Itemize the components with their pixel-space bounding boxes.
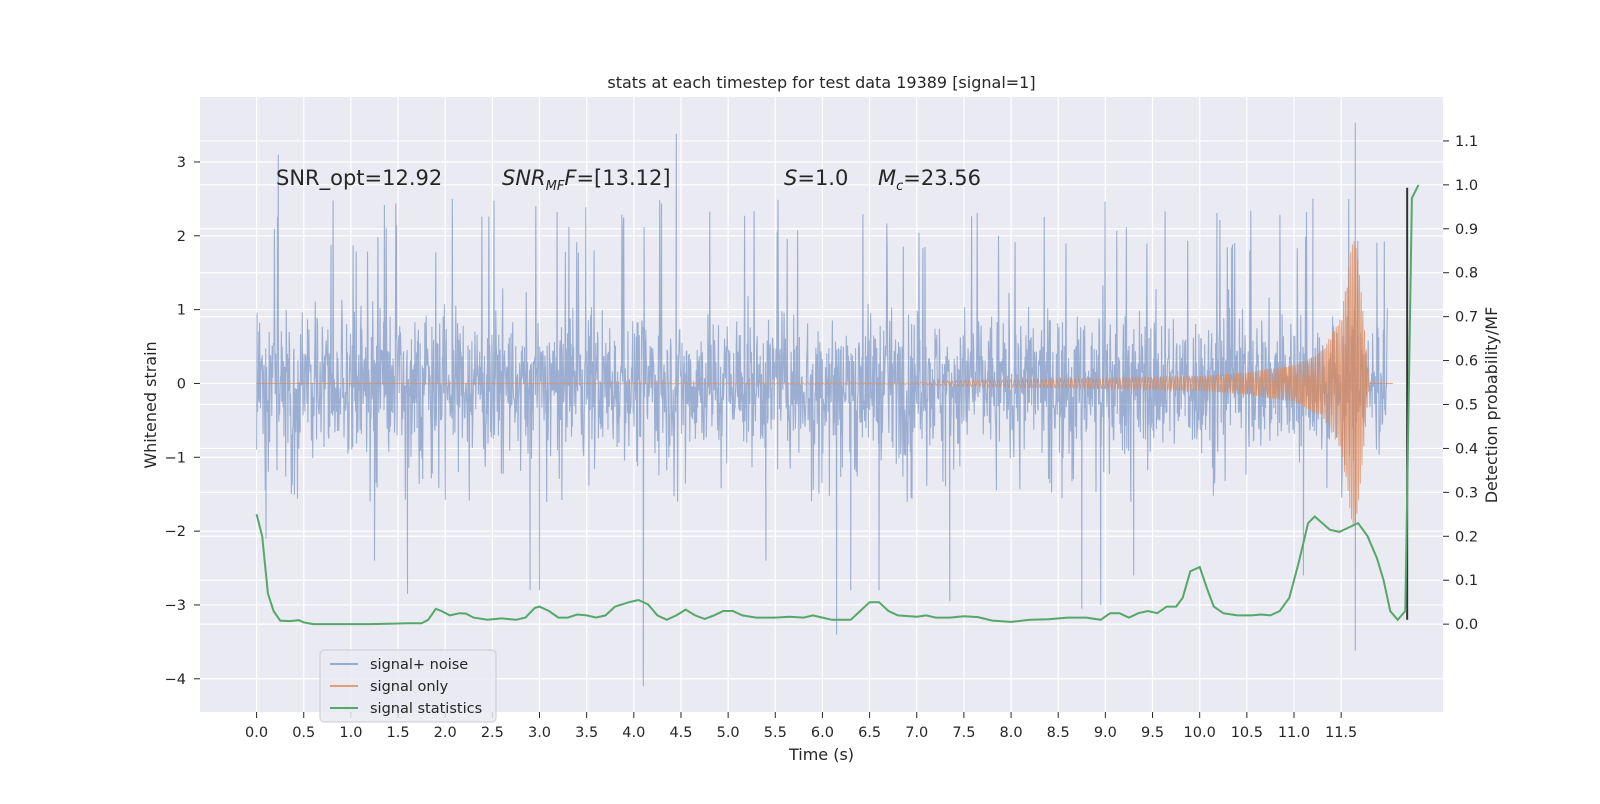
x-tick-label: 6.5 — [858, 725, 881, 741]
y-right-tick-label: 0.0 — [1455, 617, 1478, 633]
y-right-tick-label: 0.5 — [1455, 398, 1478, 414]
x-tick-label: 7.5 — [952, 725, 975, 741]
annotation-mc-value: =23.56 — [903, 166, 981, 190]
y-tick-label: 1 — [177, 303, 186, 319]
chart-title: stats at each timestep for test data 193… — [607, 73, 1035, 92]
annotation-s: S=1.0 — [784, 166, 848, 190]
x-axis-label: Time (s) — [788, 745, 854, 764]
annotation-mc-symbol: M — [878, 166, 896, 190]
y-tick-label: 3 — [177, 155, 186, 171]
y-right-tick-label: 1.1 — [1455, 134, 1478, 150]
annotation-snr-mf-subscript: MF — [546, 179, 565, 194]
annotation-s-value: =1.0 — [797, 166, 848, 190]
legend-label-signal-noise: signal+ noise — [370, 657, 468, 673]
legend-label-signal-statistics: signal statistics — [370, 701, 482, 717]
x-tick-label: 5.0 — [717, 725, 740, 741]
y-tick-label: −3 — [165, 598, 186, 614]
legend-label-signal-only: signal only — [370, 679, 449, 695]
x-tick-label: 1.5 — [387, 725, 410, 741]
annotation-snr-mf: SNRMFF=[13.12] — [502, 166, 671, 194]
annotation-mc: Mc=23.56 — [878, 166, 981, 194]
annotation-snr-mf-f: F — [564, 166, 577, 190]
series-signal-statistics — [255, 184, 1420, 626]
y-right-tick-label: 0.1 — [1455, 573, 1478, 589]
x-tick-label: 6.0 — [811, 725, 834, 741]
annotation-mc-subscript: c — [896, 179, 903, 194]
series-signal-noise — [256, 122, 1388, 687]
x-tick-label: 0.5 — [292, 725, 315, 741]
legend: signal+ noise signal only signal statist… — [319, 649, 497, 723]
annotation-s-symbol: S — [784, 166, 797, 190]
plot-area — [255, 122, 1420, 687]
x-tick-label: 1.0 — [339, 725, 362, 741]
y-right-tick-label: 0.3 — [1455, 485, 1478, 501]
x-tick-label: 8.5 — [1047, 725, 1070, 741]
y-right-tick-label: 0.4 — [1455, 441, 1478, 457]
x-tick-label: 4.0 — [622, 725, 645, 741]
axes-ticks: 0.0 0.5 1.0 1.5 2.0 2.5 3.0 3.5 4.0 4.5 5.0 5.5 6.0 6… — [165, 134, 1478, 741]
y-right-tick-label: 0.7 — [1455, 310, 1478, 326]
y-tick-label: 2 — [177, 229, 186, 245]
x-tick-label: 2.5 — [481, 725, 504, 741]
y-right-tick-label: 1.0 — [1455, 178, 1478, 194]
y-right-tick-label: 0.9 — [1455, 222, 1478, 238]
x-tick-label: 7.0 — [905, 725, 928, 741]
x-tick-label: 5.5 — [764, 725, 787, 741]
y-tick-label: 0 — [177, 376, 186, 392]
y-tick-label: −2 — [165, 524, 186, 540]
x-tick-label: 3.5 — [575, 725, 598, 741]
y-axis-right-label: Detection probability/MF — [1482, 307, 1501, 504]
x-tick-label: 2.0 — [434, 725, 457, 741]
annotation-snr-mf-symbol: SNR — [502, 166, 546, 190]
x-tick-label: 4.5 — [669, 725, 692, 741]
x-tick-label: 0.0 — [245, 725, 268, 741]
annotation-snr-mf-value: =[13.12] — [576, 166, 670, 190]
x-tick-label: 9.0 — [1094, 725, 1117, 741]
y-right-tick-label: 0.8 — [1455, 266, 1478, 282]
legend-box — [319, 649, 497, 723]
x-tick-label: 3.0 — [528, 725, 551, 741]
series-signal-only — [256, 241, 1393, 526]
y-right-tick-label: 0.6 — [1455, 354, 1478, 370]
x-tick-label: 10.5 — [1231, 725, 1263, 741]
x-tick-label: 10.0 — [1184, 725, 1216, 741]
x-tick-label: 8.0 — [1000, 725, 1023, 741]
x-tick-label: 11.5 — [1325, 725, 1357, 741]
y-right-tick-label: 0.2 — [1455, 529, 1478, 545]
annotation-snr-opt: SNR_opt=12.92 — [276, 166, 442, 191]
x-tick-label: 9.5 — [1141, 725, 1164, 741]
y-tick-label: −1 — [165, 450, 186, 466]
y-tick-label: −4 — [165, 672, 186, 688]
x-tick-label: 11.0 — [1278, 725, 1310, 741]
y-axis-label: Whitened strain — [141, 341, 160, 468]
